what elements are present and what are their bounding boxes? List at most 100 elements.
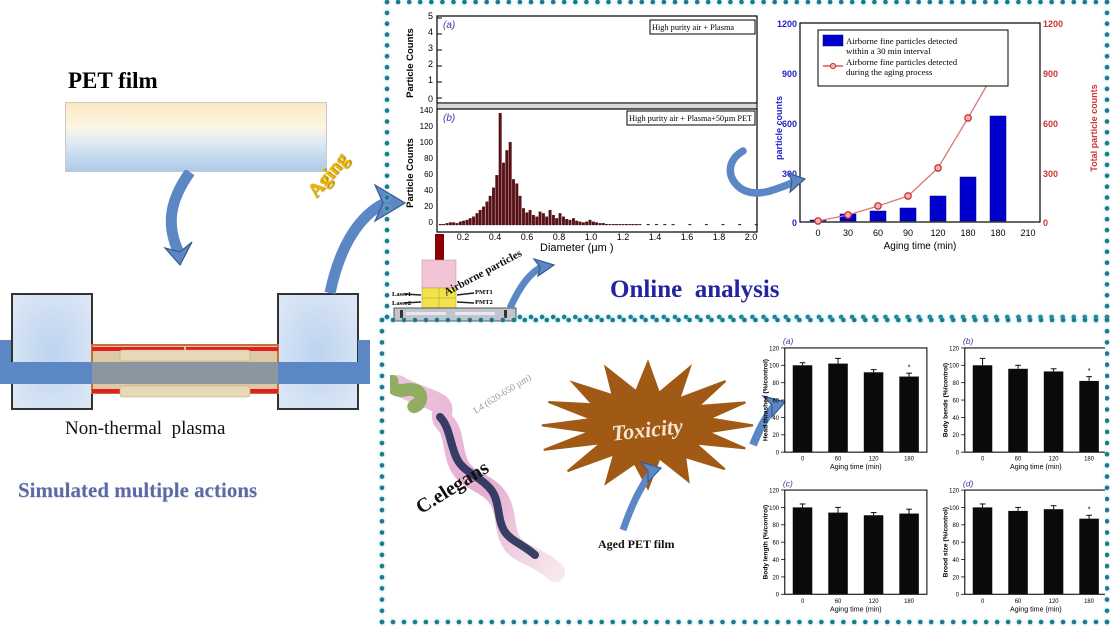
- svg-text:0: 0: [776, 451, 780, 457]
- svg-text:0: 0: [776, 593, 780, 599]
- svg-text:100: 100: [420, 138, 434, 147]
- svg-text:0: 0: [981, 599, 985, 605]
- svg-text:1.2: 1.2: [617, 232, 630, 240]
- svg-text:1200: 1200: [1043, 19, 1063, 29]
- svg-text:100: 100: [769, 364, 780, 370]
- svg-text:120: 120: [869, 599, 880, 605]
- svg-text:2.0: 2.0: [745, 232, 758, 240]
- svg-text:1.8: 1.8: [713, 232, 726, 240]
- svg-text:120: 120: [769, 488, 780, 494]
- svg-text:40: 40: [952, 416, 959, 422]
- svg-text:20: 20: [424, 202, 433, 211]
- svg-text:20: 20: [772, 433, 779, 439]
- svg-text:within a 30 min interval: within a 30 min interval: [846, 46, 931, 56]
- svg-text:1200: 1200: [777, 19, 797, 29]
- svg-text:180: 180: [960, 228, 975, 238]
- svg-text:*: *: [1088, 366, 1091, 375]
- svg-text:0: 0: [956, 451, 960, 457]
- svg-text:60: 60: [835, 457, 842, 463]
- svg-text:120: 120: [949, 488, 960, 494]
- svg-text:Body bends (%/control): Body bends (%/control): [943, 363, 950, 437]
- svg-text:0: 0: [815, 228, 820, 238]
- svg-text:Body length (%/control): Body length (%/control): [763, 505, 770, 580]
- svg-text:Laser2: Laser2: [392, 300, 411, 307]
- svg-text:120: 120: [869, 457, 880, 463]
- svg-text:180: 180: [1084, 599, 1095, 605]
- svg-text:Airborne fine particles detect: Airborne fine particles detected: [846, 36, 958, 46]
- svg-text:5: 5: [428, 11, 433, 21]
- svg-text:0.4: 0.4: [489, 232, 502, 240]
- svg-text:Particle Counts: Particle Counts: [405, 138, 416, 208]
- svg-text:Aging time (min): Aging time (min): [1010, 605, 1062, 613]
- svg-text:(a): (a): [783, 336, 794, 346]
- svg-text:180: 180: [904, 599, 915, 605]
- svg-text:30: 30: [843, 228, 853, 238]
- svg-text:60: 60: [424, 170, 433, 179]
- svg-text:60: 60: [1015, 457, 1022, 463]
- svg-text:(b): (b): [443, 113, 455, 124]
- svg-text:60: 60: [772, 541, 779, 547]
- svg-text:Airborne fine particles detect: Airborne fine particles detected: [846, 57, 958, 67]
- svg-text:3: 3: [428, 43, 433, 53]
- svg-text:0: 0: [801, 457, 805, 463]
- svg-text:20: 20: [952, 433, 959, 439]
- svg-text:80: 80: [772, 523, 779, 529]
- svg-text:60: 60: [873, 228, 883, 238]
- svg-text:High purity air + Plasma+50µm: High purity air + Plasma+50µm PET: [629, 114, 752, 123]
- svg-text:*: *: [1088, 504, 1091, 513]
- svg-text:900: 900: [1043, 69, 1058, 79]
- svg-text:120: 120: [930, 228, 945, 238]
- svg-text:0: 0: [792, 218, 797, 228]
- svg-text:80: 80: [772, 381, 779, 387]
- svg-text:40: 40: [772, 416, 779, 422]
- svg-text:180: 180: [904, 457, 915, 463]
- svg-text:High purity air + Plasma: High purity air + Plasma: [652, 23, 734, 32]
- svg-text:60: 60: [835, 599, 842, 605]
- svg-text:*: *: [908, 362, 911, 371]
- svg-text:0.6: 0.6: [521, 232, 534, 240]
- svg-text:20: 20: [952, 575, 959, 581]
- svg-text:Aging time (min): Aging time (min): [830, 463, 882, 471]
- svg-text:210: 210: [1020, 228, 1035, 238]
- svg-text:600: 600: [782, 119, 797, 129]
- svg-text:180: 180: [990, 228, 1005, 238]
- svg-text:PMT2: PMT2: [475, 299, 493, 306]
- svg-text:60: 60: [952, 398, 959, 404]
- svg-text:(a): (a): [443, 20, 455, 31]
- svg-text:(b): (b): [963, 336, 974, 346]
- svg-text:80: 80: [952, 381, 959, 387]
- svg-text:4: 4: [428, 27, 433, 37]
- svg-text:40: 40: [772, 558, 779, 564]
- svg-text:60: 60: [772, 398, 779, 404]
- svg-text:100: 100: [949, 506, 960, 512]
- svg-text:100: 100: [769, 506, 780, 512]
- svg-text:40: 40: [952, 558, 959, 564]
- svg-text:Head thrashes (%/control): Head thrashes (%/control): [763, 359, 770, 441]
- svg-text:0: 0: [1043, 218, 1048, 228]
- svg-text:Brood size (%/control): Brood size (%/control): [943, 507, 950, 577]
- svg-text:0: 0: [429, 218, 434, 227]
- svg-text:1.0: 1.0: [585, 232, 598, 240]
- svg-text:0.2: 0.2: [457, 232, 470, 240]
- svg-text:during the aging process: during the aging process: [846, 67, 933, 77]
- svg-text:Total particle counts: Total particle counts: [1089, 84, 1099, 171]
- svg-text:60: 60: [1015, 599, 1022, 605]
- svg-text:180: 180: [1084, 457, 1095, 463]
- svg-text:140: 140: [420, 106, 434, 115]
- svg-text:0.8: 0.8: [553, 232, 566, 240]
- svg-text:90: 90: [903, 228, 913, 238]
- svg-text:60: 60: [952, 541, 959, 547]
- svg-text:80: 80: [952, 523, 959, 529]
- svg-text:120: 120: [1049, 457, 1060, 463]
- svg-text:1.4: 1.4: [649, 232, 662, 240]
- svg-text:Aging time (min): Aging time (min): [884, 241, 957, 252]
- svg-text:0: 0: [956, 593, 960, 599]
- svg-text:600: 600: [1043, 119, 1058, 129]
- svg-text:2: 2: [428, 59, 433, 69]
- svg-text:1: 1: [428, 75, 433, 85]
- svg-text:120: 120: [1049, 599, 1060, 605]
- svg-text:(c): (c): [783, 478, 793, 488]
- svg-text:Aging time (min): Aging time (min): [1010, 463, 1062, 471]
- svg-text:Laser1: Laser1: [392, 291, 411, 298]
- svg-text:PMT1: PMT1: [475, 289, 493, 296]
